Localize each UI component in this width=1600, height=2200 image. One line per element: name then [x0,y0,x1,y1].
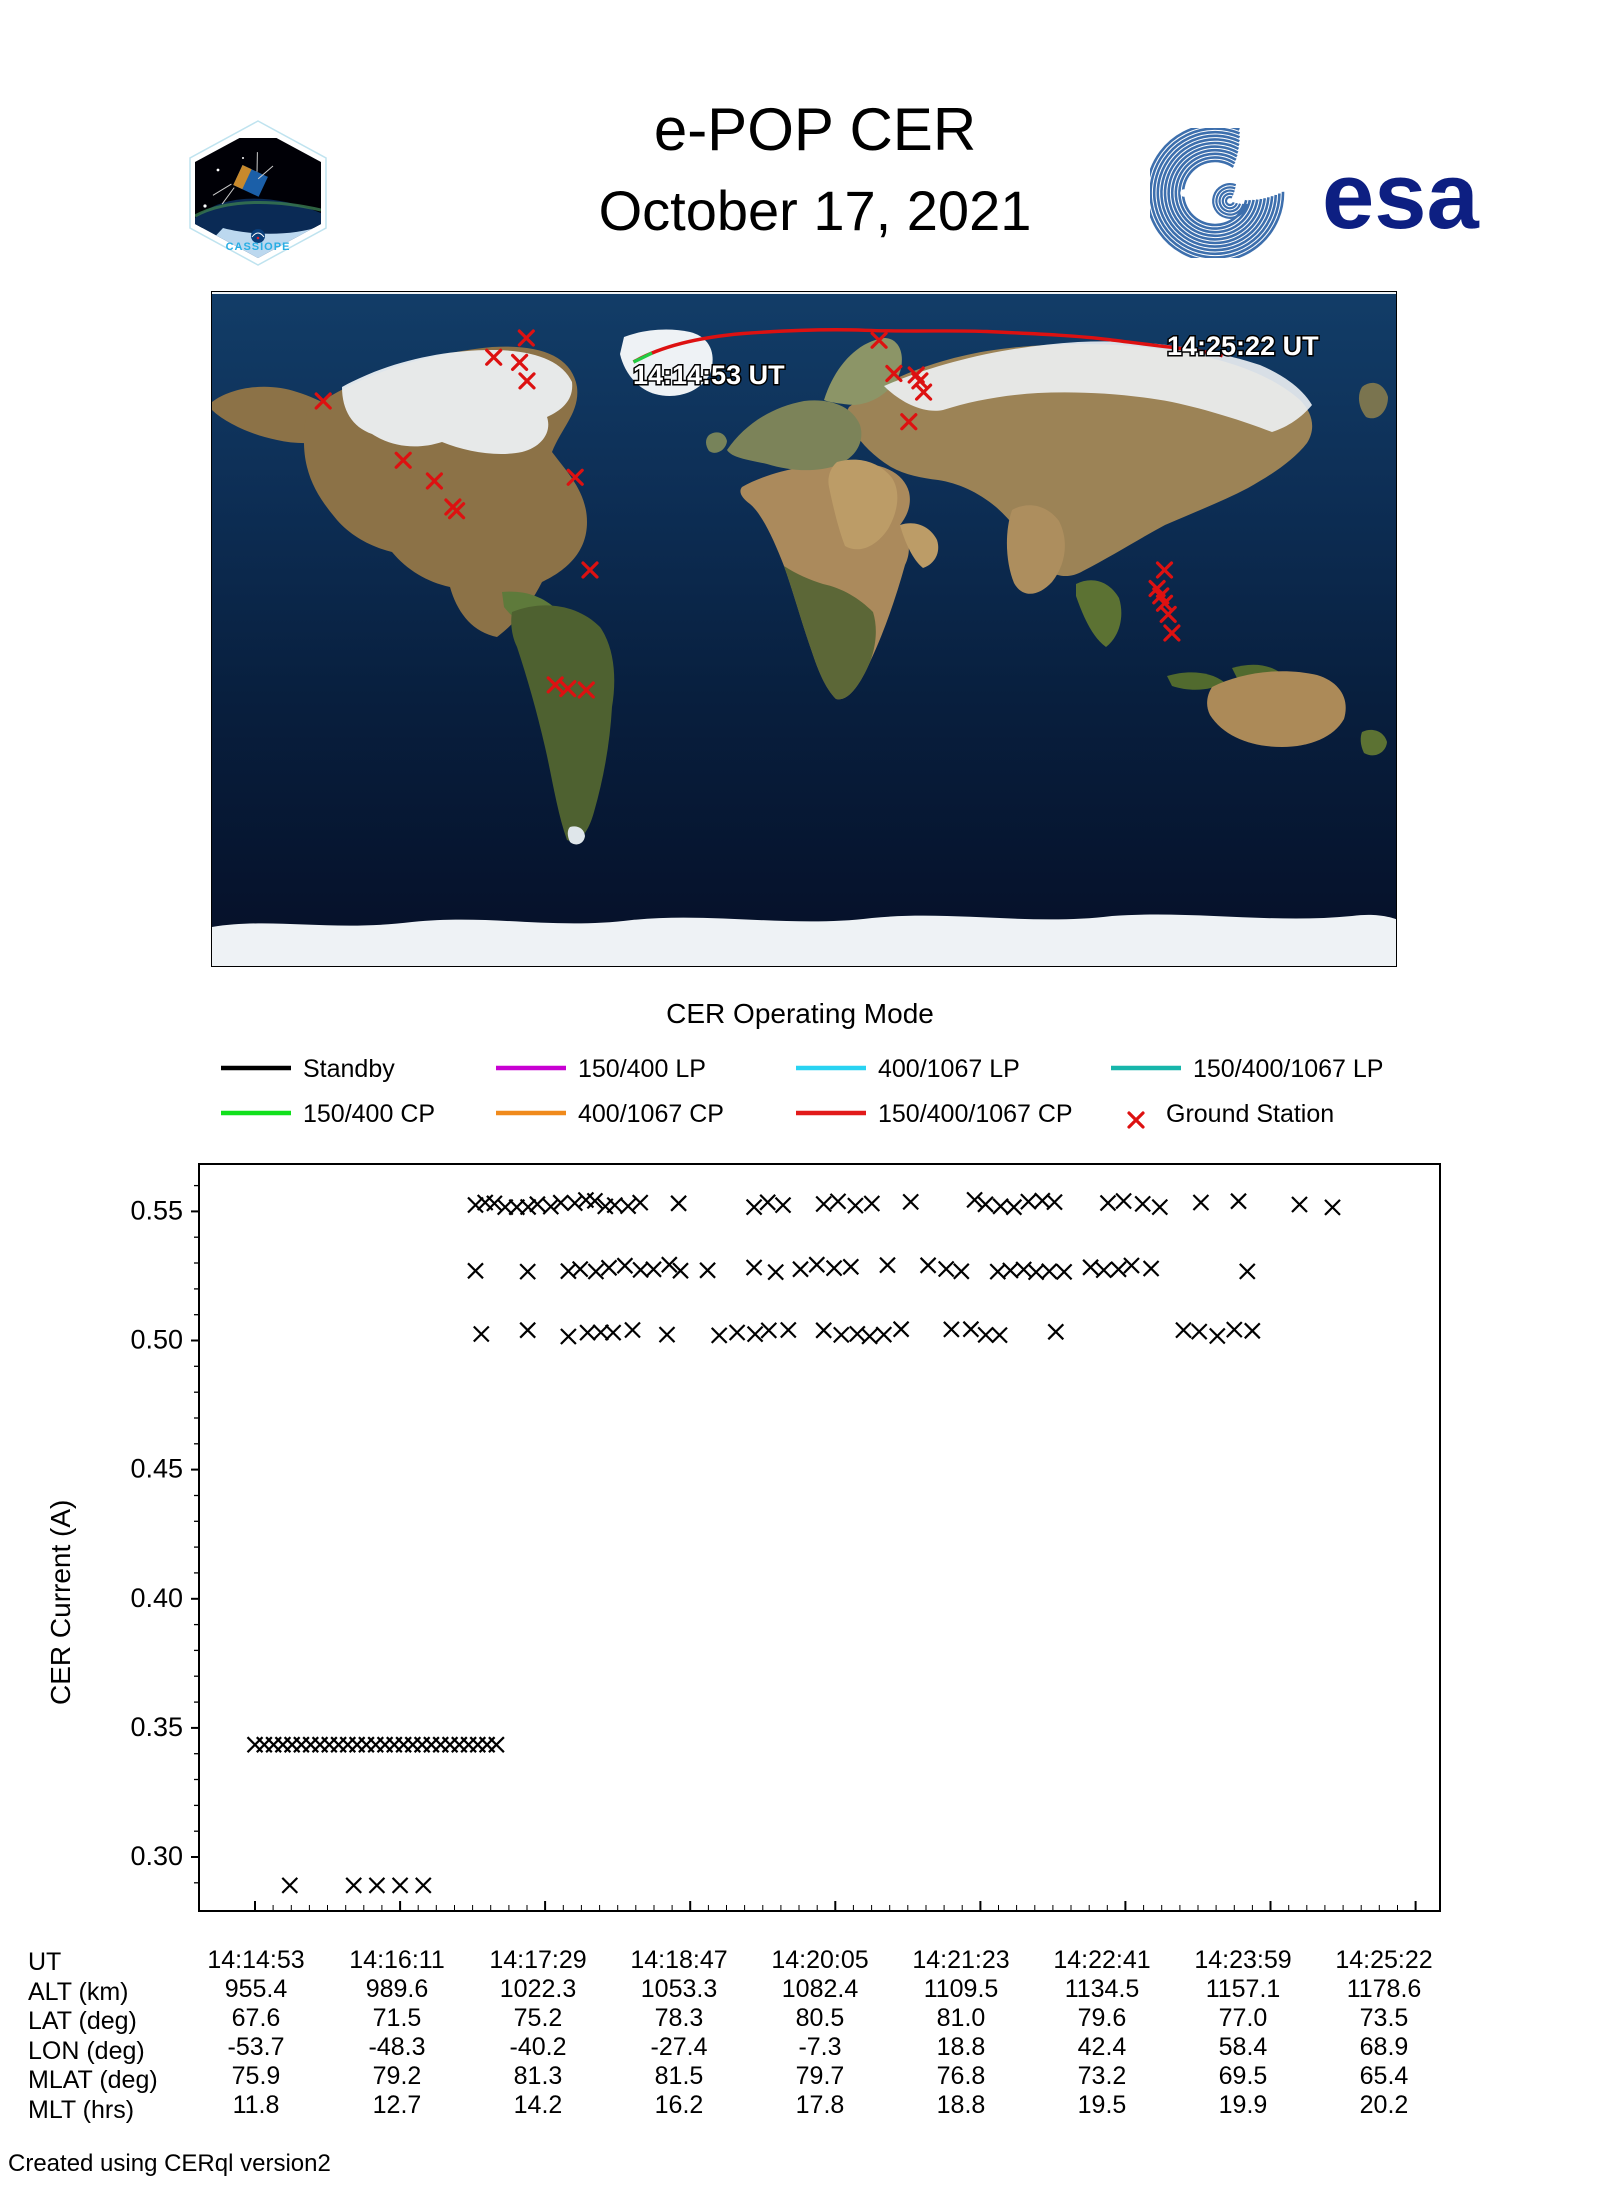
svg-text:-40.2: -40.2 [510,2033,567,2061]
svg-text:Standby: Standby [303,1055,395,1083]
svg-text:150/400/1067 CP: 150/400/1067 CP [878,1100,1073,1128]
svg-text:14:20:05: 14:20:05 [771,1948,868,1974]
svg-text:14:14:53: 14:14:53 [207,1948,304,1974]
svg-text:955.4: 955.4 [225,1975,288,2003]
svg-text:400/1067 LP: 400/1067 LP [878,1055,1020,1083]
svg-text:42.4: 42.4 [1078,2033,1127,2061]
svg-text:76.8: 76.8 [937,2062,986,2090]
svg-text:18.8: 18.8 [937,2033,986,2061]
svg-text:81.3: 81.3 [514,2062,563,2090]
svg-text:0.50: 0.50 [130,1325,183,1355]
svg-text:73.2: 73.2 [1078,2062,1127,2090]
svg-text:58.4: 58.4 [1219,2033,1268,2061]
svg-text:65.4: 65.4 [1360,2062,1409,2090]
svg-text:16.2: 16.2 [655,2091,704,2119]
svg-text:14:17:29: 14:17:29 [489,1948,586,1974]
svg-text:75.9: 75.9 [232,2062,281,2090]
svg-text:Ground Station: Ground Station [1166,1100,1334,1128]
svg-text:14:25:22: 14:25:22 [1335,1948,1432,1974]
svg-text:1053.3: 1053.3 [641,1975,717,2003]
svg-text:400/1067 CP: 400/1067 CP [578,1100,724,1128]
svg-text:69.5: 69.5 [1219,2062,1268,2090]
svg-text:150/400/1067 LP: 150/400/1067 LP [1193,1055,1383,1083]
svg-text:19.9: 19.9 [1219,2091,1268,2119]
svg-text:esa: esa [1322,143,1480,248]
svg-text:CASSIOPE: CASSIOPE [226,241,291,253]
svg-text:14:16:11: 14:16:11 [349,1948,444,1974]
svg-text:0.35: 0.35 [130,1712,183,1742]
svg-text:20.2: 20.2 [1360,2091,1409,2119]
svg-text:78.3: 78.3 [655,2004,704,2032]
svg-text:14:18:47: 14:18:47 [630,1948,727,1974]
svg-text:1134.5: 1134.5 [1065,1975,1140,2003]
svg-text:14:14:53 UT: 14:14:53 UT [633,360,785,390]
svg-text:-53.7: -53.7 [228,2033,285,2061]
svg-text:17.8: 17.8 [796,2091,845,2119]
svg-text:0.40: 0.40 [130,1583,183,1613]
svg-text:1109.5: 1109.5 [924,1975,999,2003]
svg-text:81.5: 81.5 [655,2062,704,2090]
svg-text:68.9: 68.9 [1360,2033,1409,2061]
svg-text:14:23:59: 14:23:59 [1194,1948,1291,1974]
svg-text:0.55: 0.55 [130,1195,183,1225]
svg-text:75.2: 75.2 [514,2004,563,2032]
svg-text:77.0: 77.0 [1219,2004,1268,2032]
svg-text:12.7: 12.7 [373,2091,422,2119]
svg-text:81.0: 81.0 [937,2004,986,2032]
svg-text:150/400 LP: 150/400 LP [578,1055,706,1083]
svg-text:1178.6: 1178.6 [1347,1975,1422,2003]
svg-text:-7.3: -7.3 [798,2033,841,2061]
svg-text:0.45: 0.45 [130,1454,183,1484]
svg-text:80.5: 80.5 [796,2004,845,2032]
svg-text:11.8: 11.8 [233,2091,280,2119]
svg-text:18.8: 18.8 [937,2091,986,2119]
svg-text:14.2: 14.2 [514,2091,563,2119]
svg-text:0.30: 0.30 [130,1841,183,1871]
svg-text:19.5: 19.5 [1078,2091,1127,2119]
svg-text:14:25:22 UT: 14:25:22 UT [1167,331,1319,361]
svg-text:-27.4: -27.4 [651,2033,708,2061]
svg-text:1157.1: 1157.1 [1206,1975,1281,2003]
svg-text:14:22:41: 14:22:41 [1053,1948,1150,1974]
svg-text:73.5: 73.5 [1360,2004,1409,2032]
svg-text:79.2: 79.2 [373,2062,422,2090]
svg-text:79.7: 79.7 [796,2062,845,2090]
svg-text:1022.3: 1022.3 [500,1975,576,2003]
svg-text:67.6: 67.6 [232,2004,281,2032]
svg-text:989.6: 989.6 [366,1975,429,2003]
svg-text:14:21:23: 14:21:23 [912,1948,1009,1974]
svg-text:150/400 CP: 150/400 CP [303,1100,435,1128]
svg-text:1082.4: 1082.4 [782,1975,859,2003]
svg-text:79.6: 79.6 [1078,2004,1127,2032]
svg-text:71.5: 71.5 [373,2004,422,2032]
svg-text:-48.3: -48.3 [369,2033,426,2061]
